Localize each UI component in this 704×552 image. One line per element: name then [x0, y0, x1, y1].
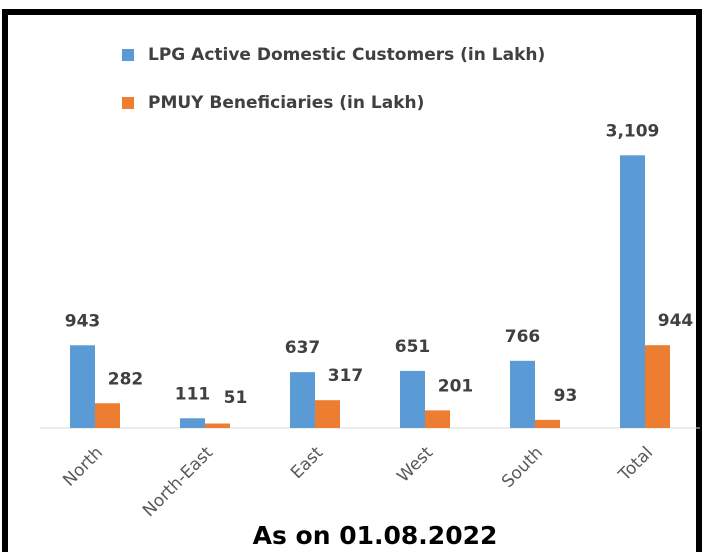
- bar: [95, 403, 120, 428]
- legend-swatch: [122, 97, 134, 109]
- bar: [645, 345, 670, 428]
- x-tick-label: North-East: [139, 443, 217, 521]
- bar: [425, 410, 450, 428]
- value-label: 51: [224, 388, 248, 408]
- bar: [620, 155, 645, 429]
- value-label: 93: [554, 386, 578, 406]
- bar: [510, 360, 535, 428]
- value-label: 111: [175, 384, 211, 404]
- x-tick-label: North: [59, 443, 107, 491]
- bar: [400, 370, 425, 428]
- value-label: 943: [65, 311, 101, 331]
- bar: [535, 419, 560, 428]
- value-label: 3,109: [606, 121, 660, 141]
- bar: [70, 345, 95, 428]
- frame: [2, 9, 702, 552]
- x-tick-label: East: [287, 443, 327, 483]
- value-label: 651: [395, 337, 431, 357]
- x-tick-label: West: [393, 443, 437, 487]
- legend-label: LPG Active Domestic Customers (in Lakh): [148, 45, 545, 65]
- value-label: 201: [438, 376, 474, 396]
- bar: [205, 423, 230, 428]
- bar: [290, 372, 315, 428]
- value-label: 637: [285, 338, 321, 358]
- value-label: 317: [328, 366, 364, 386]
- chart-subtitle: As on 01.08.2022: [253, 521, 498, 550]
- legend-swatch: [122, 49, 134, 61]
- value-label: 282: [108, 369, 144, 389]
- bar: [180, 418, 205, 428]
- x-tick-label: South: [498, 443, 547, 492]
- legend-label: PMUY Beneficiaries (in Lakh): [148, 93, 424, 113]
- bar: [315, 400, 340, 428]
- x-tick-label: Total: [614, 443, 657, 486]
- value-label: 944: [658, 311, 694, 331]
- value-label: 766: [505, 327, 541, 347]
